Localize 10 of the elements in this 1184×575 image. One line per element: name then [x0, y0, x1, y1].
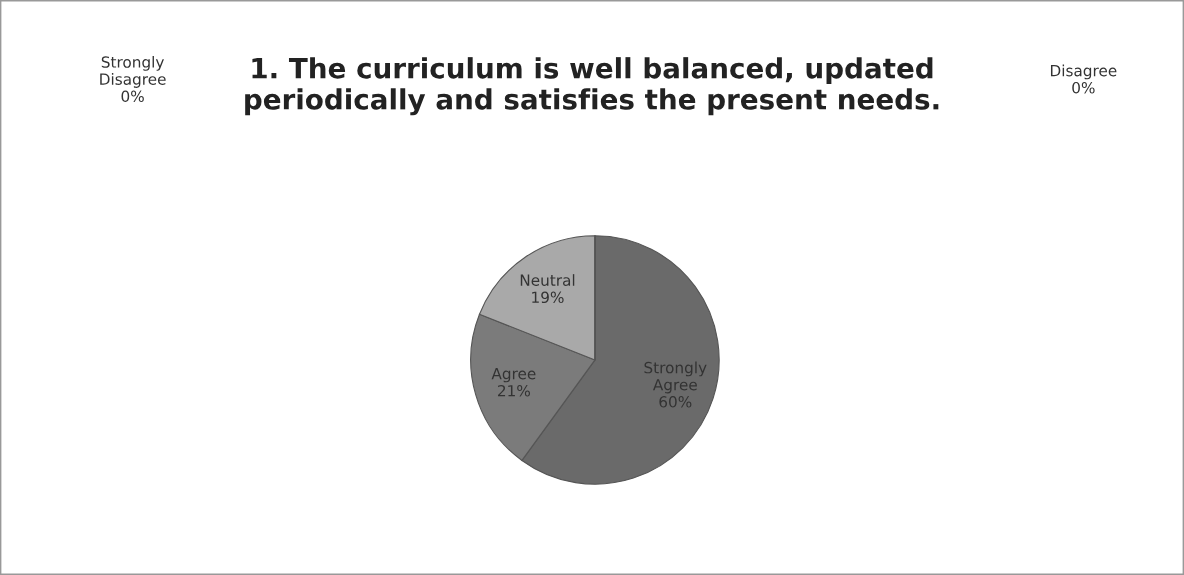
chart-title: 1. The curriculum is well balanced, updated periodically and satisfies the present needs. [245, 57, 939, 116]
category-label: Strongly Disagree [100, 56, 166, 88]
slice-label: Agree [491, 368, 536, 383]
text: 0% [121, 90, 144, 103]
category-label: Disagree [1050, 64, 1117, 80]
text: 0% [1072, 81, 1095, 94]
slice-label: Strongly Agree [644, 361, 707, 394]
slice-label: Neutral [520, 274, 575, 286]
data-label: 19% [532, 291, 564, 304]
data-label: 21% [498, 384, 530, 397]
